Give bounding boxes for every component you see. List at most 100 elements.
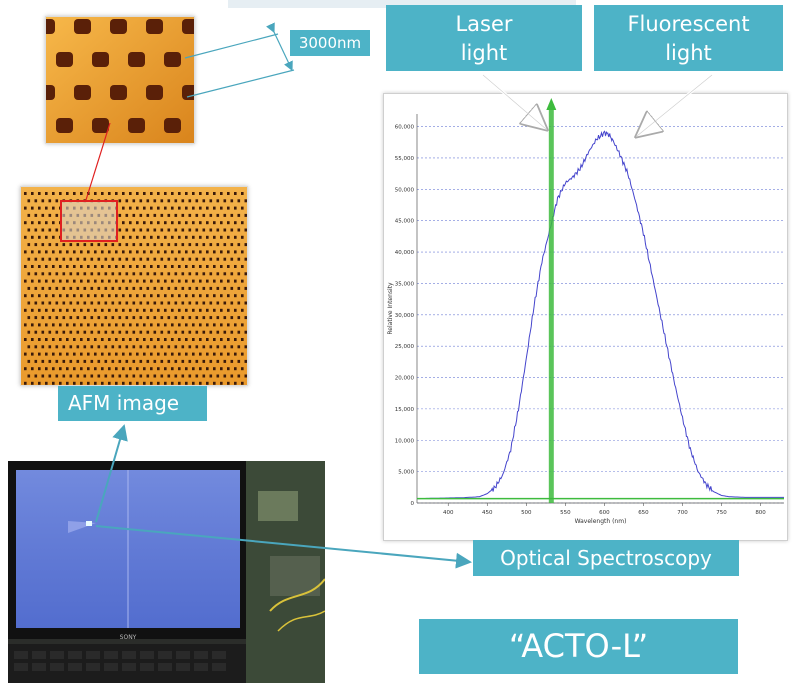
afm-hole [143, 308, 146, 312]
afm-hole [118, 272, 122, 276]
afm-hole [160, 286, 164, 290]
scale-line-bottom [186, 69, 295, 98]
afm-hole [171, 235, 174, 239]
afm-hole [87, 308, 90, 312]
afm-hole [31, 221, 34, 225]
afm-hole [220, 381, 223, 385]
afm-hole [73, 338, 76, 341]
afm-hole [115, 352, 118, 356]
afm-hole [132, 359, 136, 363]
afm-hole [132, 243, 136, 247]
afm-hole [216, 272, 220, 276]
afm-hole [80, 308, 83, 312]
afm-hole [223, 199, 227, 203]
afm-hole [209, 359, 213, 363]
afm-hole [69, 345, 73, 349]
afm-hole [192, 221, 195, 225]
afm-hole [122, 308, 125, 312]
afm-hole [202, 272, 206, 276]
afm-hole [178, 192, 181, 195]
fluorescent-light-label: Fluorescent light [594, 5, 783, 71]
afm-hole [188, 330, 192, 334]
afm-hole [227, 235, 230, 239]
afm-hole [171, 250, 174, 254]
afm-hole [122, 338, 125, 341]
afm-hole [59, 381, 62, 385]
afm-hole [213, 206, 216, 210]
afm-hole [59, 294, 62, 298]
afm-hole [92, 118, 109, 133]
afm-hole [160, 257, 164, 261]
afm-hole [62, 272, 66, 276]
afm-hole [213, 381, 216, 385]
afm-hole [185, 279, 188, 283]
afm-hole [31, 294, 34, 298]
afm-hole [31, 206, 34, 210]
afm-hole [136, 381, 139, 385]
afm-hole [223, 286, 227, 290]
afm-hole [167, 359, 171, 363]
afm-hole [185, 367, 188, 371]
afm-hole [87, 323, 90, 327]
afm-hole [27, 374, 31, 378]
afm-hole [237, 286, 241, 290]
afm-hole [34, 228, 38, 232]
afm-hole [146, 243, 150, 247]
afm-hole [241, 265, 244, 268]
afm-hole [38, 338, 41, 341]
afm-hole [111, 301, 115, 305]
afm-hole [48, 286, 52, 290]
afm-hole [136, 221, 139, 225]
afm-hole [164, 221, 167, 225]
afm-hole [241, 323, 244, 327]
afm-hole [199, 192, 202, 195]
afm-hole [97, 345, 101, 349]
afm-hole [104, 316, 108, 320]
afm-hole [234, 192, 237, 195]
afm-hole [150, 323, 153, 327]
afm-hole [97, 243, 101, 247]
afm-hole [181, 301, 185, 305]
afm-hole [55, 345, 59, 349]
afm-hole [202, 213, 206, 217]
afm-hole [118, 316, 122, 320]
afm-hole [24, 206, 27, 210]
afm-hole [230, 228, 234, 232]
afm-hole [206, 352, 209, 356]
afm-hole [237, 359, 241, 363]
afm-hole [94, 323, 97, 327]
afm-hole [129, 338, 132, 341]
afm-hole [80, 279, 83, 283]
afm-hole [157, 308, 160, 312]
afm-hole [45, 352, 48, 356]
afm-hole [118, 374, 122, 378]
afm-hole [118, 301, 122, 305]
afm-hole [195, 228, 199, 232]
y-axis-label: Relative Intensity [387, 282, 394, 335]
x-tick-label: 450 [482, 510, 493, 516]
afm-hole [24, 221, 27, 225]
afm-hole [101, 381, 104, 385]
afm-hole [48, 272, 52, 276]
afm-hole [41, 228, 45, 232]
afm-hole [146, 345, 150, 349]
afm-hole [153, 243, 157, 247]
afm-hole [139, 330, 143, 334]
afm-hole [202, 374, 206, 378]
afm-hole [150, 381, 153, 385]
afm-hole [136, 323, 139, 327]
x-tick-label: 400 [443, 510, 454, 516]
afm-hole [216, 301, 220, 305]
afm-hole [171, 352, 174, 356]
afm-hole [83, 272, 87, 276]
afm-hole [48, 359, 52, 363]
afm-hole [31, 235, 34, 239]
afm-hole [181, 374, 185, 378]
fluorescent-callout-arrow-outline [636, 74, 713, 137]
afm-hole [206, 221, 209, 225]
afm-hole [171, 221, 174, 225]
afm-hole [202, 257, 206, 261]
afm-hole [220, 221, 223, 225]
afm-hole [41, 345, 45, 349]
afm-hole [62, 359, 66, 363]
